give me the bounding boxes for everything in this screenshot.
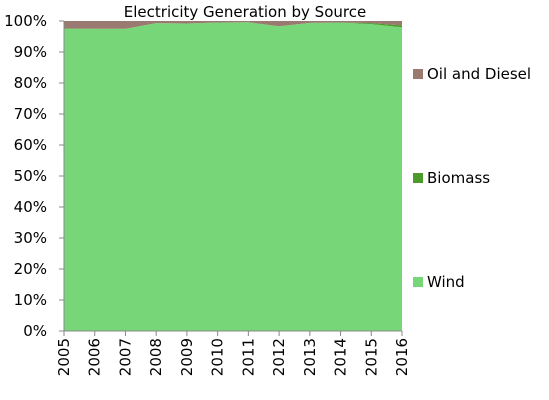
x-tick-label: 2005 <box>55 338 73 376</box>
y-tick-label: 0% <box>23 322 47 340</box>
x-tick-label: 2014 <box>332 338 350 376</box>
x-tick-label: 2010 <box>209 338 227 376</box>
legend-label: Oil and Diesel <box>427 65 531 83</box>
chart-title: Electricity Generation by Source <box>124 3 366 21</box>
y-tick-label: 10% <box>14 291 47 309</box>
area-series-group <box>64 21 402 332</box>
legend: Oil and Diesel Biomass Wind <box>413 65 531 291</box>
y-tick-label: 80% <box>14 74 47 92</box>
legend-label: Wind <box>427 273 465 291</box>
y-tick-label: 100% <box>4 12 47 30</box>
legend-label: Biomass <box>427 169 490 187</box>
area-wind <box>64 22 402 332</box>
x-axis-ticks: 2005 2006 2007 2008 2009 2010 2011 2012 2013 2014… <box>55 331 411 376</box>
y-tick-label: 70% <box>14 105 47 123</box>
x-tick-label: 2015 <box>362 338 380 376</box>
x-tick-label: 2006 <box>86 338 104 376</box>
y-tick-label: 40% <box>14 198 47 216</box>
x-tick-label: 2012 <box>270 338 288 376</box>
axes <box>63 21 402 336</box>
x-tick-label: 2016 <box>393 338 411 376</box>
x-tick-label: 2013 <box>301 338 319 376</box>
legend-swatch <box>413 69 423 79</box>
x-tick-label: 2007 <box>116 338 134 376</box>
x-tick-label: 2008 <box>147 338 165 376</box>
legend-swatch <box>413 277 423 287</box>
x-tick-label: 2009 <box>178 338 196 376</box>
y-axis-ticks: 0% 10% 20% 30% 40% 50% 60% 70% 80% 90% 100% <box>4 12 64 340</box>
legend-swatch <box>413 173 423 183</box>
x-tick-label: 2011 <box>239 338 257 376</box>
y-tick-label: 30% <box>14 229 47 247</box>
area-oil-and-diesel <box>64 21 402 29</box>
y-tick-label: 90% <box>14 43 47 61</box>
y-tick-label: 20% <box>14 260 47 278</box>
y-tick-label: 60% <box>14 136 47 154</box>
y-tick-label: 50% <box>14 167 47 185</box>
